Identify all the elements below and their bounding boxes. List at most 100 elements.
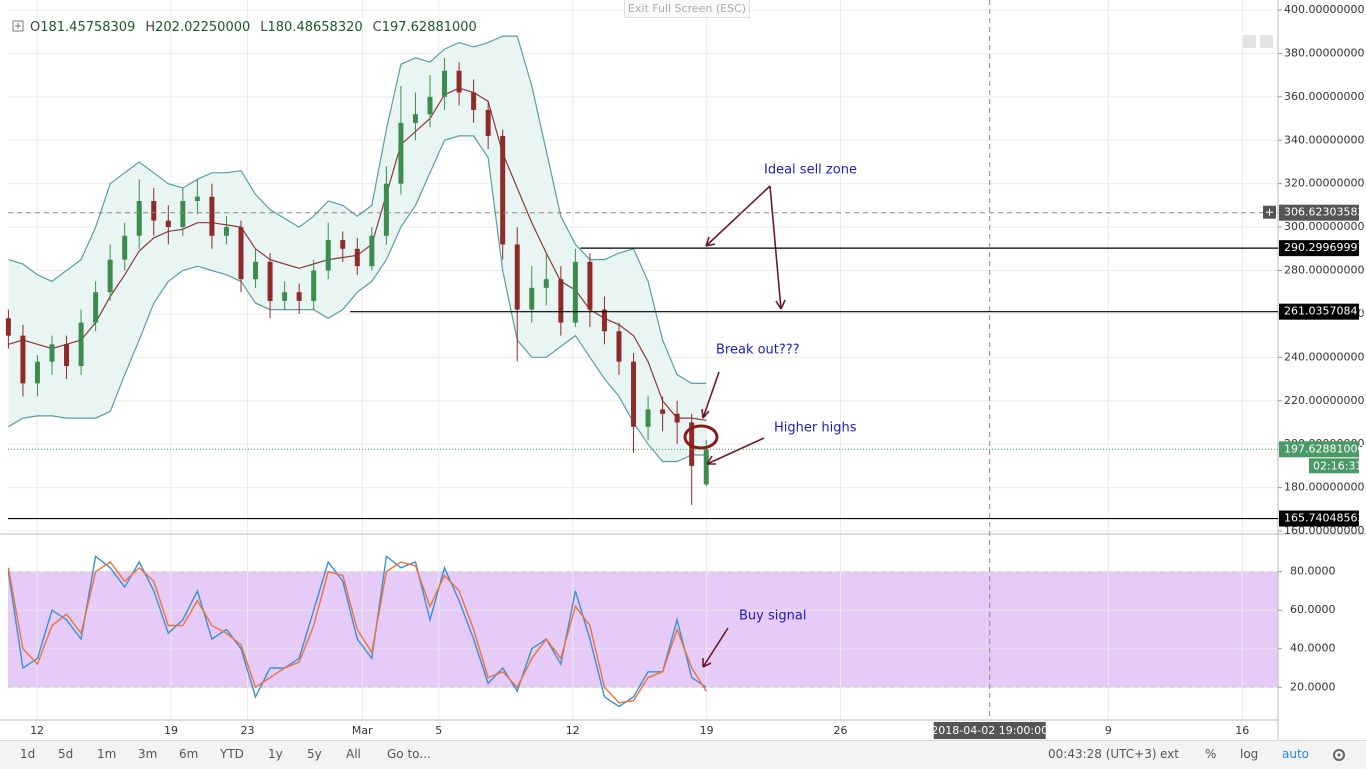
stoch-line: [7, 554, 707, 708]
toolbar-button[interactable]: %: [1205, 747, 1217, 761]
candle-body: [514, 244, 520, 310]
candle-body: [660, 409, 666, 414]
toolbar-button[interactable]: 3m: [138, 747, 158, 761]
candle-body: [500, 135, 506, 245]
toolbar-button[interactable]: 5y: [307, 747, 322, 761]
stoch-line: [7, 561, 707, 704]
exit-fullscreen-button[interactable]: Exit Full Screen (ESC): [624, 0, 750, 18]
toolbar-button[interactable]: 1m: [97, 747, 117, 761]
annotation: Break out???: [716, 343, 800, 358]
toolbar-button[interactable]: ext: [1160, 747, 1179, 761]
arrow: [769, 185, 786, 310]
x-tick-label: 16: [1235, 724, 1249, 737]
candle-body: [93, 292, 99, 323]
candle-body: [122, 235, 128, 260]
y-tick-label: 80.0000: [1290, 565, 1336, 578]
candle-body: [311, 270, 317, 301]
candle-body: [354, 248, 360, 267]
annotation: Ideal sell zone: [764, 163, 857, 178]
x-tick-label: Mar: [352, 724, 373, 737]
ohlc-value: 181.45758309: [40, 20, 135, 35]
y-tick-label: 340.00000000: [1284, 133, 1364, 146]
arrow: [701, 371, 720, 419]
toolbar-button[interactable]: auto: [1282, 747, 1310, 761]
pane-button[interactable]: [1243, 35, 1256, 48]
price-tag-label: 261.03570841: [1284, 305, 1364, 318]
crosshair-plus-icon: [1266, 208, 1273, 216]
crosshair-x-tag: [933, 722, 1046, 739]
ohlc-value: 180.48658320: [268, 20, 363, 35]
toolbar-button[interactable]: All: [346, 747, 361, 761]
candle-body: [398, 122, 404, 184]
candle-body: [645, 409, 651, 427]
annotation: Buy signal: [739, 609, 806, 624]
y-tick-label: 60.0000: [1290, 603, 1336, 616]
toolbar-button[interactable]: log: [1240, 747, 1259, 761]
ohlc-key: L: [260, 20, 268, 35]
collapse-icon[interactable]: [12, 20, 24, 32]
arrow: [706, 437, 765, 465]
toolbar-button[interactable]: 5d: [58, 747, 74, 761]
x-tick-label: 19: [164, 724, 178, 737]
countdown-tag: [1309, 458, 1359, 474]
candle-body: [529, 287, 535, 310]
candle-body: [703, 449, 709, 485]
toolbar-button[interactable]: YTD: [220, 747, 244, 761]
arrow: [702, 627, 729, 668]
candle-body: [49, 344, 55, 362]
arrow: [705, 185, 771, 247]
toolbar: 1d 5d 1m 3m 6m YTD 1y 5y All Go to... 00:43:28 (UT…: [0, 740, 1366, 769]
candle-body: [296, 292, 302, 301]
candle-body: [601, 309, 607, 332]
candle-body: [223, 227, 229, 236]
candle-body: [471, 92, 477, 110]
pane-button[interactable]: [1260, 35, 1273, 48]
candle-body: [165, 220, 171, 228]
price-tag-label: 290.29969997: [1284, 241, 1364, 254]
candle-body: [456, 70, 462, 93]
candle-body: [151, 201, 157, 221]
ohlc-key: H: [145, 20, 155, 35]
y-tick-label: 380.00000000: [1284, 46, 1364, 59]
x-tick-label: 9: [1105, 724, 1112, 737]
y-tick-label: 160.00000000: [1284, 524, 1364, 537]
settings-icon[interactable]: [1331, 747, 1347, 763]
y-tick-label: 320.00000000: [1284, 177, 1364, 190]
ohlc-header: O181.45758309 H202.02250000 L180.48658320 C…: [30, 20, 477, 35]
candle-body: [631, 361, 637, 427]
candle-body: [20, 335, 26, 384]
x-tick-label: 23: [240, 724, 254, 737]
highlight-circle: [683, 424, 719, 450]
price-tag: [1279, 441, 1359, 458]
candle-body: [442, 70, 448, 97]
toolbar-button[interactable]: 00:43:28 (UTC+3): [1048, 747, 1157, 761]
annotations: [683, 185, 786, 668]
plot: [5, 35, 709, 708]
ohlc-key: O: [30, 20, 40, 35]
candle-body: [572, 261, 578, 323]
price-tag: [1279, 510, 1359, 527]
toolbar-button[interactable]: 6m: [179, 747, 199, 761]
toolbar-button[interactable]: Go to...: [387, 747, 431, 761]
y-tick-label: 20.0000: [1290, 680, 1336, 693]
candle-body: [282, 292, 288, 301]
candle-body: [194, 196, 200, 202]
candle-body: [253, 261, 259, 280]
candle-body: [180, 201, 186, 228]
candle-body: [267, 261, 273, 301]
y-tick-label: 400.00000000: [1284, 3, 1364, 16]
candle-body: [78, 322, 84, 367]
y-tick-label: 240.00000000: [1284, 350, 1364, 363]
price-tag: [1279, 240, 1359, 257]
toolbar-button[interactable]: 1d: [20, 747, 36, 761]
price-tag-label: 197.62881000: [1284, 442, 1364, 455]
toolbar-button[interactable]: 1y: [268, 747, 283, 761]
stoch-band: [8, 571, 1278, 688]
y-tick-label: 40.0000: [1290, 642, 1336, 655]
candle-body: [587, 261, 593, 310]
candle-body: [674, 413, 680, 423]
candle-body: [427, 96, 433, 115]
crosshair-y-label: 306.62303582: [1284, 206, 1364, 219]
annotation: Higher highs: [774, 421, 857, 436]
y-tick-label: 280.00000000: [1284, 264, 1364, 277]
